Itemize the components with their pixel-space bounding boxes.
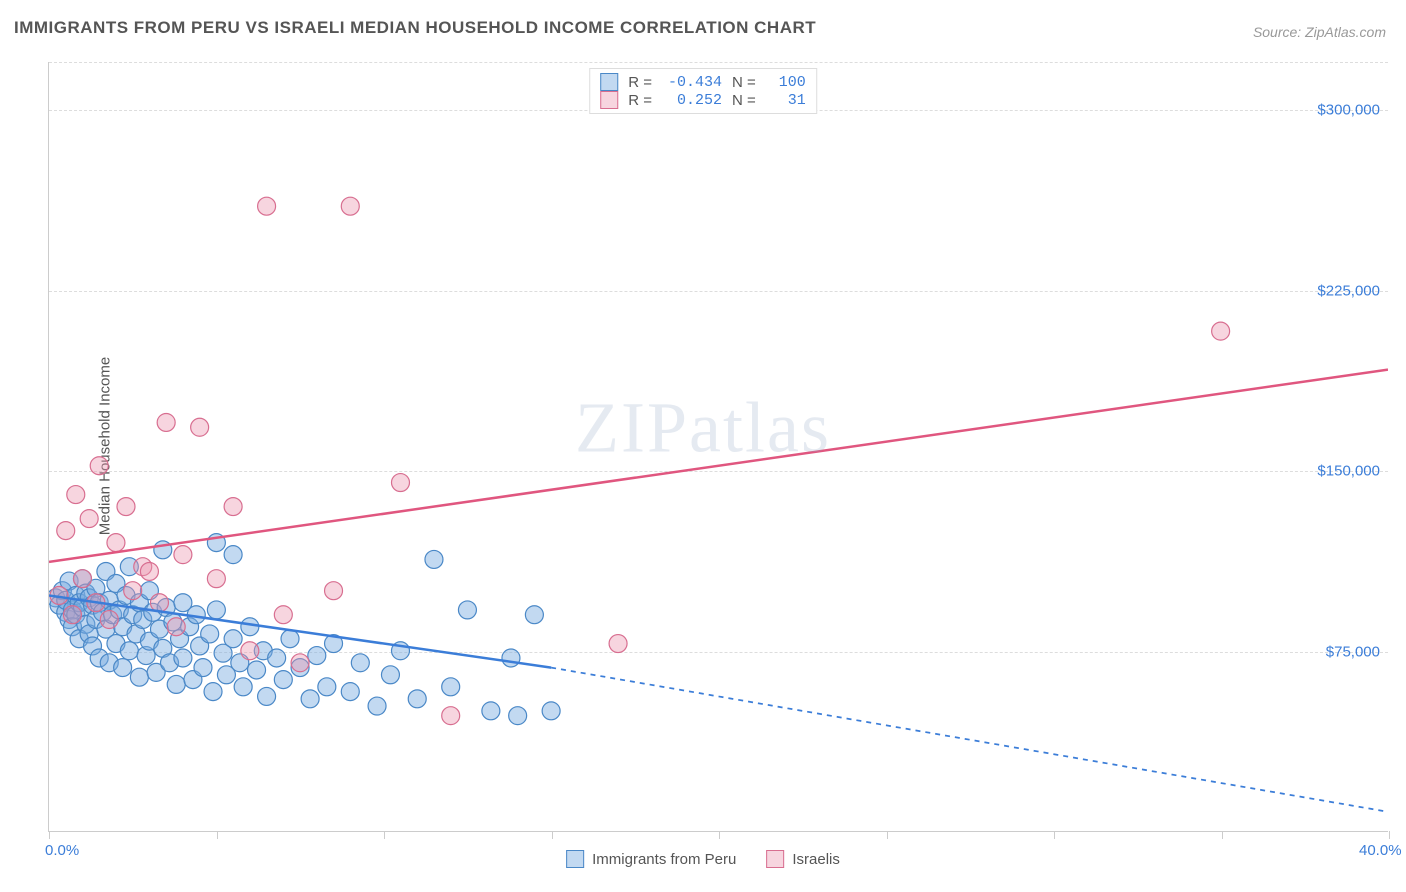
chart-svg (49, 62, 1388, 831)
data-point-peru (308, 647, 326, 665)
trend-line-ext-peru (551, 668, 1388, 812)
legend-r-value: 0.252 (662, 92, 722, 109)
legend-correlation: R = -0.434 N = 100 R = 0.252 N = 31 (589, 68, 817, 114)
legend-series: Immigrants from Peru Israelis (566, 850, 840, 868)
data-point-peru (542, 702, 560, 720)
data-point-peru (120, 642, 138, 660)
data-point-peru (341, 683, 359, 701)
data-point-peru (274, 671, 292, 689)
plot-area: $75,000$150,000$225,000$300,0000.0%40.0% (48, 62, 1388, 832)
legend-r-value: -0.434 (662, 74, 722, 91)
data-point-israelis (167, 618, 185, 636)
data-point-peru (248, 661, 266, 679)
data-point-peru (224, 546, 242, 564)
x-tick (887, 831, 888, 839)
legend-swatch (766, 850, 784, 868)
source-attribution: Source: ZipAtlas.com (1253, 24, 1386, 40)
data-point-peru (234, 678, 252, 696)
data-point-peru (201, 625, 219, 643)
data-point-israelis (191, 418, 209, 436)
data-point-peru (224, 630, 242, 648)
legend-correlation-row: R = 0.252 N = 31 (600, 91, 806, 109)
data-point-israelis (73, 570, 91, 588)
data-point-peru (368, 697, 386, 715)
x-tick (719, 831, 720, 839)
data-point-israelis (442, 707, 460, 725)
legend-n-value: 31 (766, 92, 806, 109)
data-point-israelis (207, 570, 225, 588)
data-point-israelis (117, 498, 135, 516)
data-point-peru (425, 550, 443, 568)
legend-n-value: 100 (766, 74, 806, 91)
data-point-peru (241, 618, 259, 636)
data-point-peru (509, 707, 527, 725)
data-point-peru (204, 683, 222, 701)
data-point-peru (130, 668, 148, 686)
trend-line-israelis (49, 370, 1388, 562)
data-point-peru (502, 649, 520, 667)
legend-n-label: N = (732, 92, 756, 109)
legend-series-item: Immigrants from Peru (566, 850, 736, 868)
legend-correlation-row: R = -0.434 N = 100 (600, 73, 806, 91)
data-point-israelis (258, 197, 276, 215)
x-tick (1222, 831, 1223, 839)
data-point-israelis (57, 522, 75, 540)
data-point-israelis (157, 413, 175, 431)
data-point-peru (114, 659, 132, 677)
data-point-israelis (100, 611, 118, 629)
x-tick (552, 831, 553, 839)
data-point-peru (318, 678, 336, 696)
data-point-peru (258, 687, 276, 705)
data-point-peru (458, 601, 476, 619)
data-point-peru (281, 630, 299, 648)
x-tick (217, 831, 218, 839)
data-point-peru (408, 690, 426, 708)
x-tick (1054, 831, 1055, 839)
chart-title: IMMIGRANTS FROM PERU VS ISRAELI MEDIAN H… (14, 18, 816, 38)
data-point-peru (442, 678, 460, 696)
data-point-israelis (391, 474, 409, 492)
legend-r-label: R = (628, 74, 652, 91)
legend-swatch (566, 850, 584, 868)
data-point-israelis (291, 654, 309, 672)
legend-series-label: Immigrants from Peru (592, 851, 736, 868)
data-point-israelis (174, 546, 192, 564)
x-tick-label: 0.0% (45, 842, 79, 859)
data-point-israelis (609, 635, 627, 653)
data-point-israelis (274, 606, 292, 624)
data-point-peru (381, 666, 399, 684)
data-point-israelis (90, 457, 108, 475)
data-point-israelis (241, 642, 259, 660)
legend-swatch (600, 91, 618, 109)
data-point-israelis (150, 594, 168, 612)
x-tick (49, 831, 50, 839)
data-point-peru (482, 702, 500, 720)
data-point-peru (301, 690, 319, 708)
data-point-israelis (140, 562, 158, 580)
legend-series-item: Israelis (766, 850, 840, 868)
data-point-peru (194, 659, 212, 677)
x-tick-label: 40.0% (1359, 842, 1402, 859)
data-point-israelis (124, 582, 142, 600)
data-point-israelis (325, 582, 343, 600)
data-point-peru (167, 675, 185, 693)
legend-swatch (600, 73, 618, 91)
data-point-israelis (63, 606, 81, 624)
data-point-peru (174, 649, 192, 667)
data-point-israelis (1212, 322, 1230, 340)
data-point-peru (207, 601, 225, 619)
legend-series-label: Israelis (792, 851, 840, 868)
data-point-peru (525, 606, 543, 624)
data-point-israelis (107, 534, 125, 552)
data-point-israelis (341, 197, 359, 215)
data-point-israelis (80, 510, 98, 528)
data-point-peru (351, 654, 369, 672)
x-tick (384, 831, 385, 839)
x-tick (1389, 831, 1390, 839)
data-point-israelis (67, 486, 85, 504)
legend-n-label: N = (732, 74, 756, 91)
legend-r-label: R = (628, 92, 652, 109)
data-point-israelis (224, 498, 242, 516)
data-point-peru (268, 649, 286, 667)
